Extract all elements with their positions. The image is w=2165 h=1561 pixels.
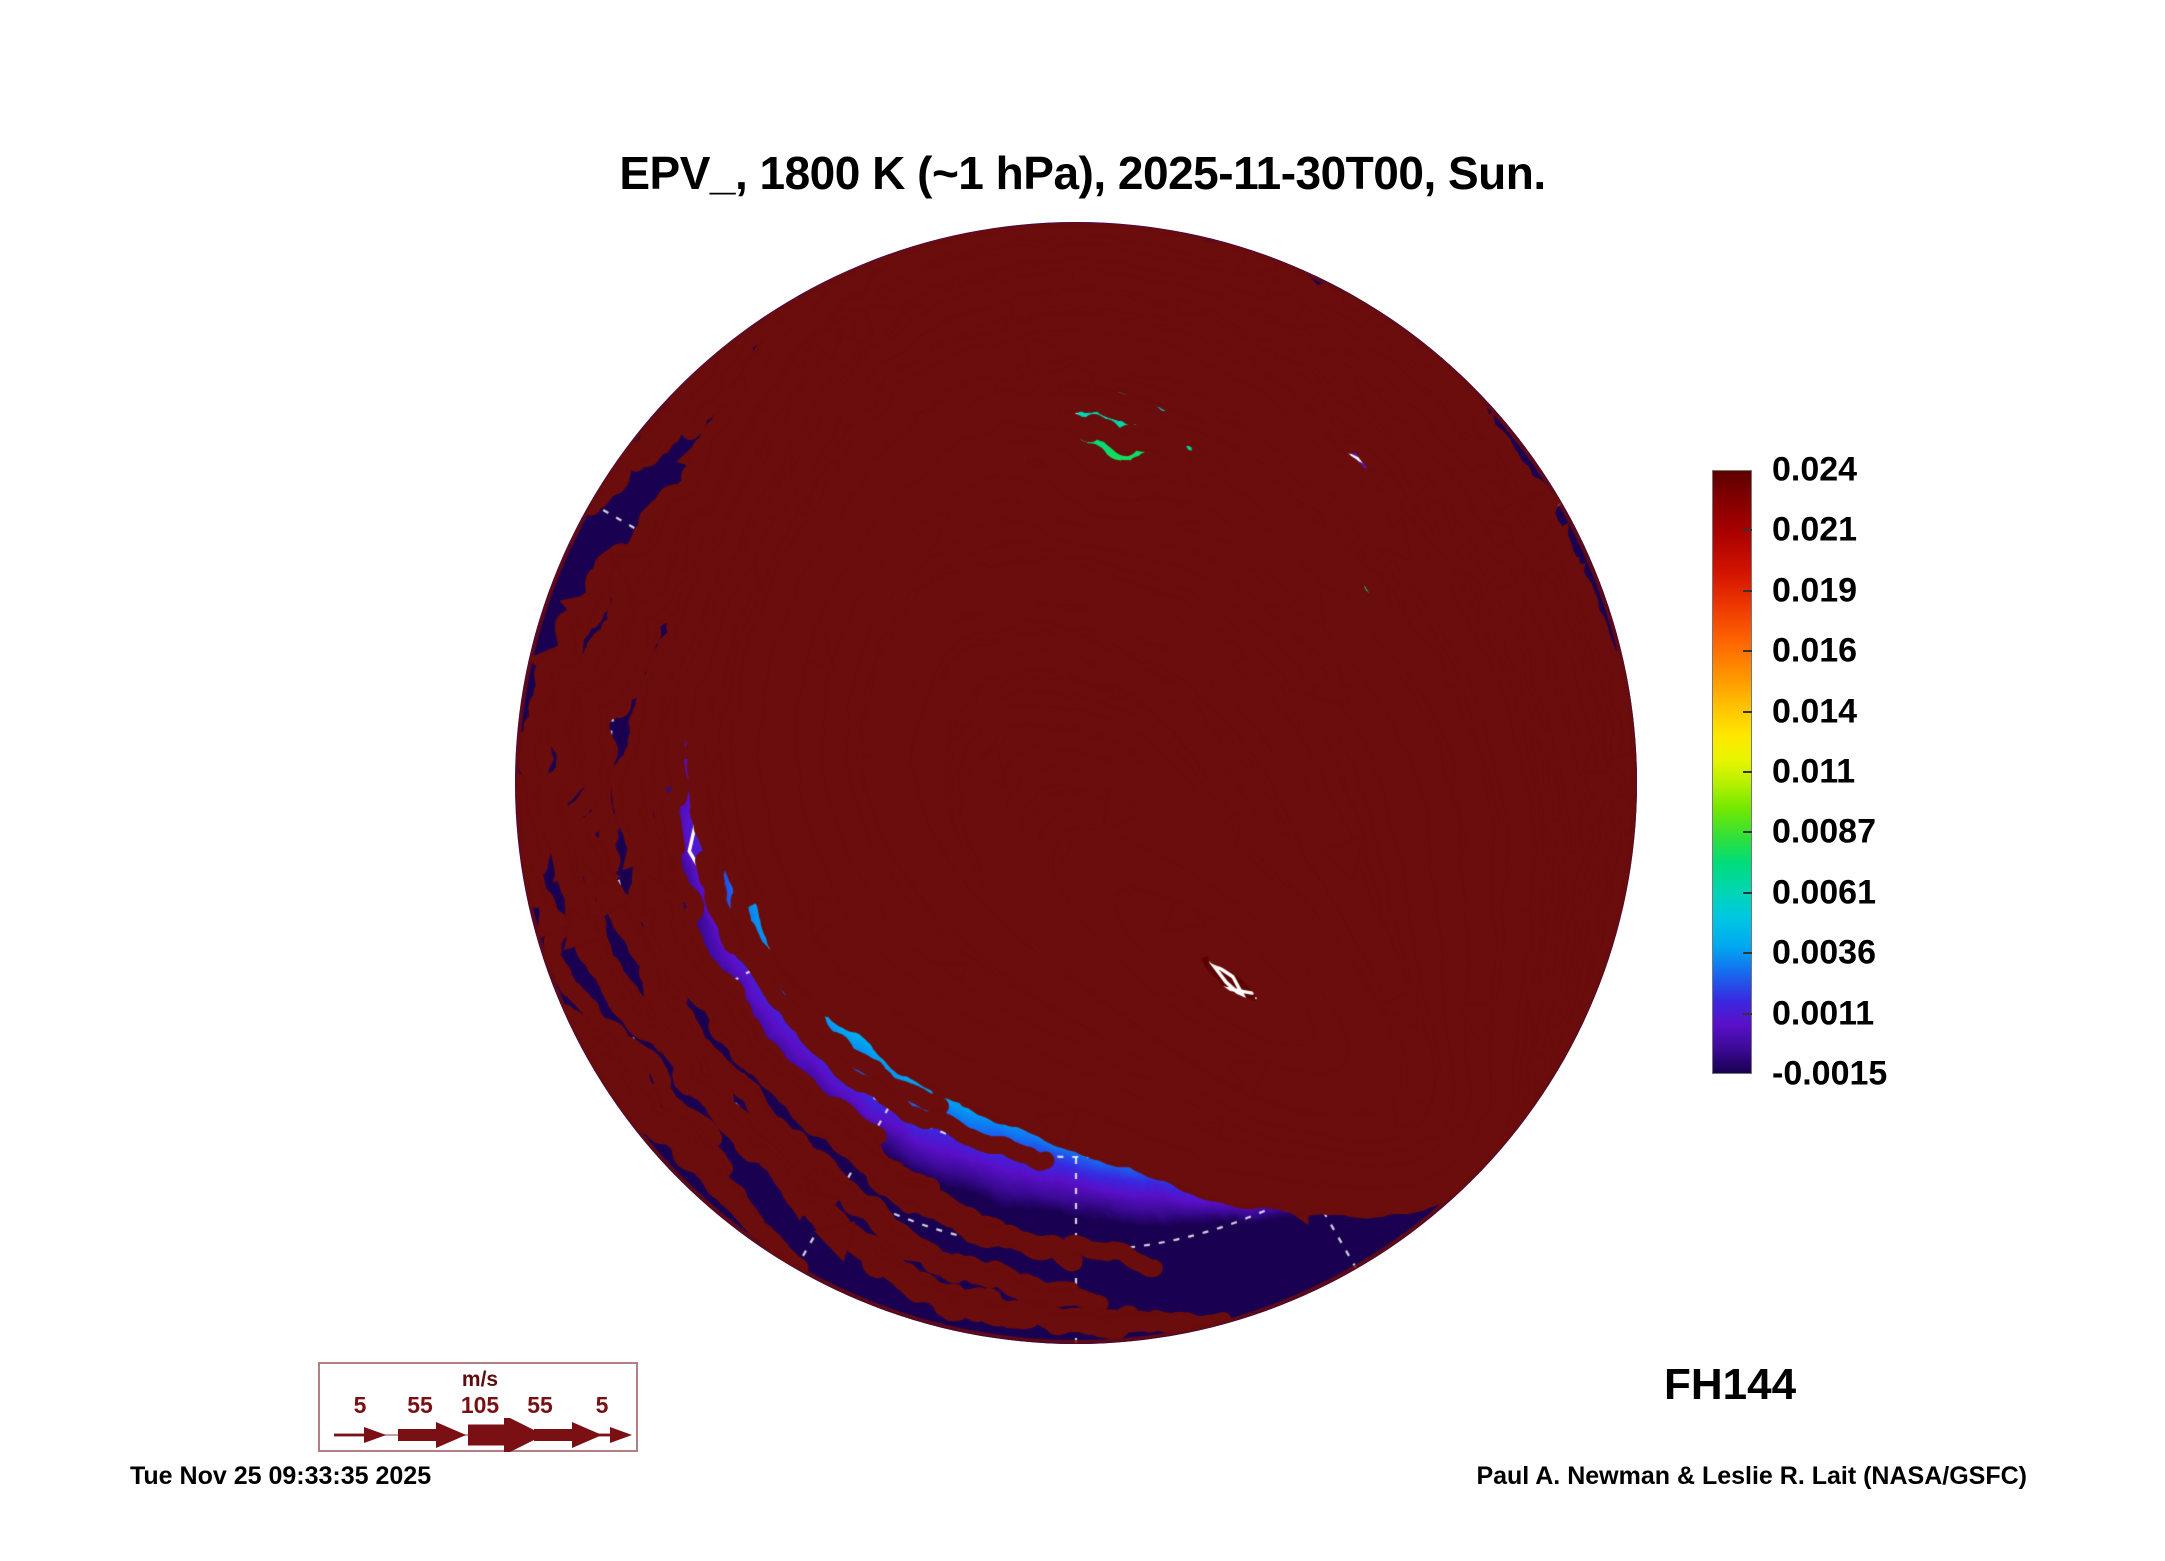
colorbar-tick-label: 0.014 — [1772, 692, 1858, 731]
colorbar-tick-label: 0.019 — [1772, 571, 1858, 610]
colorbar-tick-label: 0.0036 — [1772, 933, 1876, 972]
wind-speed-value: 55 — [527, 1392, 553, 1418]
wind-speed-value: 5 — [595, 1392, 609, 1418]
colorbar-tick-mark — [1743, 710, 1752, 713]
colorbar-tick-label: 0.016 — [1772, 631, 1858, 670]
colorbar-tick-mark — [1743, 831, 1752, 834]
colorbar-tick-label: -0.0015 — [1772, 1054, 1888, 1093]
colorbar-tick-label: 0.0061 — [1772, 873, 1876, 912]
wind-speed-value: 55 — [407, 1392, 433, 1418]
wind-unit-label: m/s — [461, 1368, 499, 1391]
wind-arrow-scale-icon — [334, 1418, 632, 1452]
page-title: EPV_, 1800 K (~1 hPa), 2025-11-30T00, Su… — [619, 147, 1546, 199]
colorbar-panel: 0.024 0.021 0.019 0.016 0.014 0.011 0.0087 0.00… — [1712, 451, 2132, 1093]
wind-speed-value: 105 — [460, 1392, 500, 1418]
polar-map-panel — [515, 222, 1637, 1344]
colorbar-tick-mark — [1743, 529, 1752, 532]
colorbar-tick-mark — [1743, 771, 1752, 773]
polar-stereographic-globe — [515, 222, 1637, 1344]
colorbar-ticks — [1712, 470, 1752, 1074]
wind-speed-value: 5 — [353, 1392, 367, 1418]
forecast-hour-label: FH144 — [1664, 1360, 1797, 1409]
colorbar-tick-label: 0.024 — [1772, 450, 1858, 489]
colorbar-tick-label: 0.0087 — [1772, 812, 1876, 851]
generation-timestamp: Tue Nov 25 09:33:35 2025 — [130, 1462, 432, 1490]
colorbar-tick-mark — [1743, 952, 1752, 955]
colorbar-tick-label: 0.0011 — [1772, 994, 1875, 1033]
colorbar-tick-label: 0.011 — [1772, 752, 1856, 791]
colorbar-tick-mark — [1743, 1012, 1752, 1015]
colorbar-tick-label: 0.021 — [1772, 510, 1858, 549]
colorbar-tick-mark — [1743, 589, 1752, 592]
epv-field-canvas — [515, 222, 1637, 1344]
colorbar-tick-mark — [1743, 650, 1752, 653]
colorbar-tick-mark — [1743, 891, 1752, 894]
credits-label: Paul A. Newman & Leslie R. Lait (NASA/GS… — [1476, 1462, 2027, 1490]
wind-speed-legend: m/s 5 55 105 55 5 — [318, 1362, 638, 1452]
